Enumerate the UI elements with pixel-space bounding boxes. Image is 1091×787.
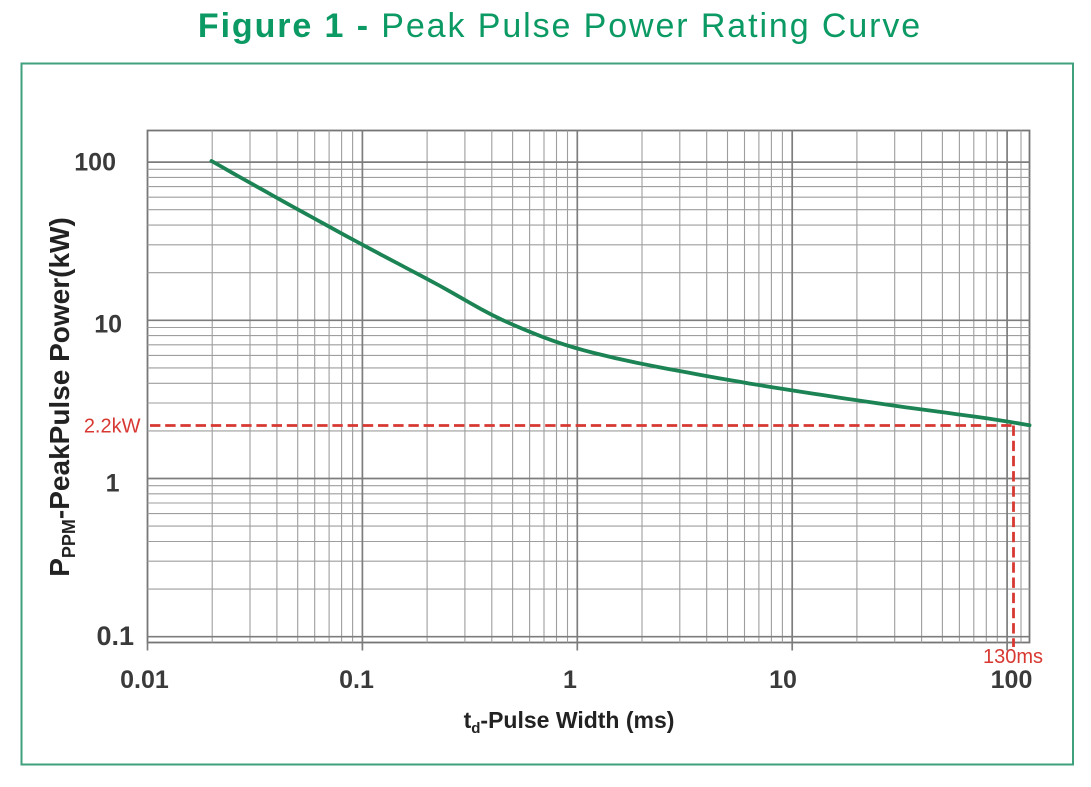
svg-text:100: 100 xyxy=(74,149,116,177)
svg-text:100: 100 xyxy=(991,666,1033,694)
svg-text:Figure 1 - Peak Pulse Power Ra: Figure 1 - Peak Pulse Power Rating Curve xyxy=(198,7,922,45)
svg-text:10: 10 xyxy=(94,311,122,339)
svg-text:PPPM-PeakPulse Power(kW): PPPM-PeakPulse Power(kW) xyxy=(44,217,79,577)
svg-text:10: 10 xyxy=(769,666,797,694)
svg-text:0.1: 0.1 xyxy=(96,621,134,651)
svg-text:0.01: 0.01 xyxy=(120,666,169,694)
svg-text:2.2kW: 2.2kW xyxy=(84,416,141,438)
svg-text:td-Pulse Width (ms): td-Pulse Width (ms) xyxy=(464,707,675,737)
svg-text:1: 1 xyxy=(106,470,120,498)
svg-text:0.1: 0.1 xyxy=(339,666,374,694)
svg-text:130ms: 130ms xyxy=(983,646,1043,668)
svg-text:1: 1 xyxy=(563,666,577,694)
